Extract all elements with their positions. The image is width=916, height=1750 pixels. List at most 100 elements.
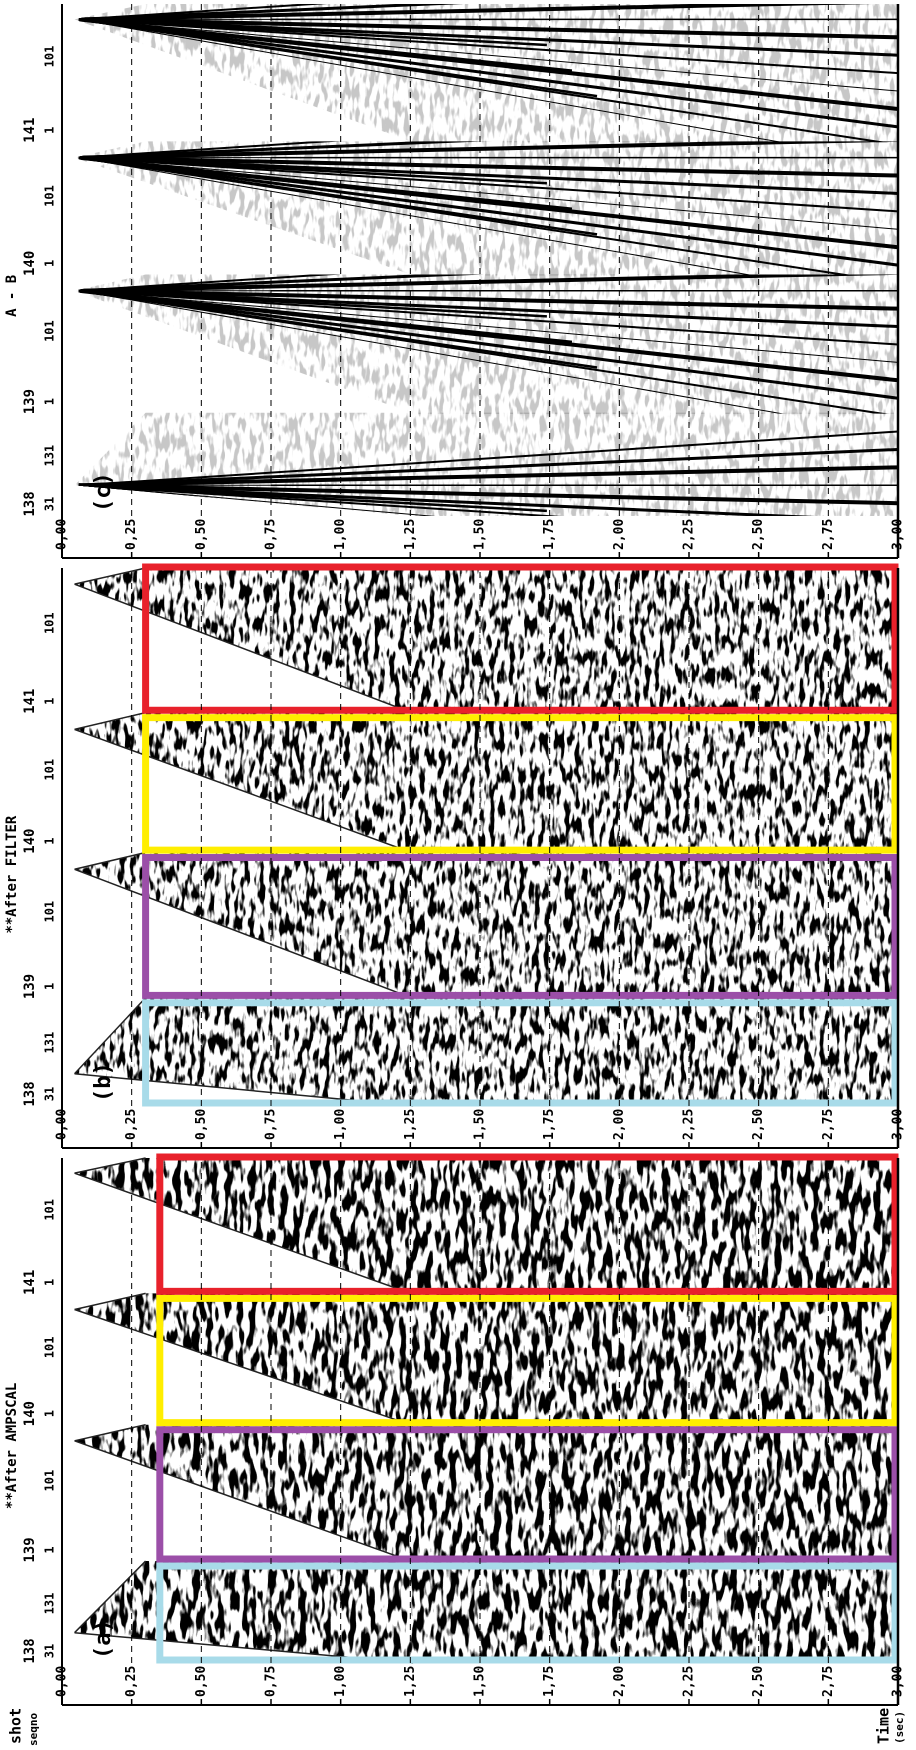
highlight-box	[142, 563, 899, 714]
highlight-box	[142, 854, 899, 999]
event	[78, 465, 899, 488]
first-arrival	[74, 1157, 146, 1174]
panel-label: (a)	[91, 1619, 116, 1659]
highlight-box	[142, 714, 899, 854]
time-tick-label: 2,00	[612, 519, 627, 550]
channel-label: 1	[43, 1279, 57, 1286]
time-tick-label: 0,75	[264, 519, 279, 550]
time-tick-label: 2,50	[751, 1666, 766, 1697]
seqno-header: seqno	[27, 1713, 40, 1746]
time-tick-label: 1,50	[473, 519, 488, 550]
first-arrival	[73, 997, 147, 1075]
time-tick-label: 2,75	[821, 1109, 836, 1140]
shot-number: 138	[22, 1081, 38, 1106]
channel-label: 131	[43, 1032, 57, 1054]
highlight-box	[156, 1294, 899, 1427]
time-tick-label: 1,00	[333, 1666, 348, 1697]
event	[78, 483, 899, 516]
first-arrival	[74, 868, 414, 1000]
event	[78, 18, 899, 92]
time-tick-label: 2,50	[751, 519, 766, 550]
channel-label: 1	[43, 983, 57, 990]
event	[78, 18, 547, 47]
shot-number: 139	[22, 974, 38, 999]
event	[78, 156, 899, 267]
channel-label: 31	[43, 497, 57, 511]
panel-title: A - B	[4, 275, 20, 317]
highlight-box	[156, 1562, 899, 1664]
channel-label: 1	[43, 398, 57, 405]
time-tick-label: 2,00	[612, 1666, 627, 1697]
event	[78, 141, 899, 160]
first-arrival	[74, 583, 414, 714]
event	[78, 156, 573, 211]
channel-label: 1	[43, 127, 57, 134]
channel-label: 131	[43, 1593, 57, 1615]
event	[78, 274, 899, 292]
time-tick-label: 2,75	[821, 519, 836, 550]
channel-label: 1	[43, 1546, 57, 1553]
event	[78, 274, 899, 293]
time-tick-label: 1,00	[333, 519, 348, 550]
channel-label: 131	[43, 445, 57, 467]
event	[78, 156, 547, 185]
shot-number: 140	[22, 251, 38, 276]
time-tick-label: 1,00	[333, 1109, 348, 1140]
event	[78, 18, 573, 72]
channel-label: 101	[43, 320, 57, 342]
time-tick-label: 0,50	[194, 1109, 209, 1140]
event	[78, 18, 598, 98]
highlight-box	[156, 1426, 899, 1563]
time-tick-label: 1,75	[542, 1109, 557, 1140]
event	[78, 289, 598, 369]
first-arrival	[74, 567, 146, 585]
time-tick-label: 1,25	[403, 1666, 418, 1697]
time-tick-label: 2,25	[682, 519, 697, 550]
time-tick-label: 0,50	[194, 1666, 209, 1697]
first-arrival	[74, 1440, 414, 1563]
first-arrival	[74, 728, 414, 854]
event	[78, 157, 899, 230]
time-tick-label: 0,75	[264, 1109, 279, 1140]
event	[78, 141, 899, 159]
time-tick-label: 1,25	[403, 519, 418, 550]
noise-events	[78, 274, 899, 414]
shot-header: shot	[7, 1708, 25, 1744]
event	[78, 484, 547, 513]
event	[78, 430, 899, 487]
event	[78, 289, 899, 400]
time-tick-label: 0,75	[264, 1666, 279, 1697]
channel-label: 101	[43, 1337, 57, 1359]
time-tick-label: 1,50	[473, 1109, 488, 1140]
time-tick-label: 1,50	[473, 1666, 488, 1697]
channel-label: 101	[43, 612, 57, 634]
event	[78, 484, 899, 516]
channel-label: 1	[43, 260, 57, 267]
panel: 138311311391101140110114111010,000,250,5…	[4, 1153, 906, 1706]
channel-label: 1	[43, 698, 57, 705]
first-arrival	[74, 711, 146, 731]
time-axis-unit: (sec)	[893, 1711, 906, 1744]
time-tick-label: 2,25	[682, 1666, 697, 1697]
first-arrival	[74, 1560, 147, 1634]
time-tick-label: 2,00	[612, 1109, 627, 1140]
shot-number: 138	[22, 491, 38, 516]
event	[78, 484, 899, 516]
event	[78, 288, 899, 311]
panel-title: **After AMPSCAL	[4, 1383, 20, 1509]
event	[78, 289, 899, 346]
noise-events	[78, 4, 899, 143]
shot-number: 139	[22, 1537, 38, 1562]
time-tick-label: 0,25	[124, 519, 139, 550]
event	[78, 156, 899, 213]
time-tick-label: 1,75	[542, 1666, 557, 1697]
channel-label: 101	[43, 1470, 57, 1492]
event	[78, 289, 573, 344]
event	[78, 274, 899, 293]
event	[78, 289, 547, 318]
event	[78, 447, 899, 487]
highlight-box	[156, 1153, 899, 1295]
channel-label: 101	[43, 1199, 57, 1221]
